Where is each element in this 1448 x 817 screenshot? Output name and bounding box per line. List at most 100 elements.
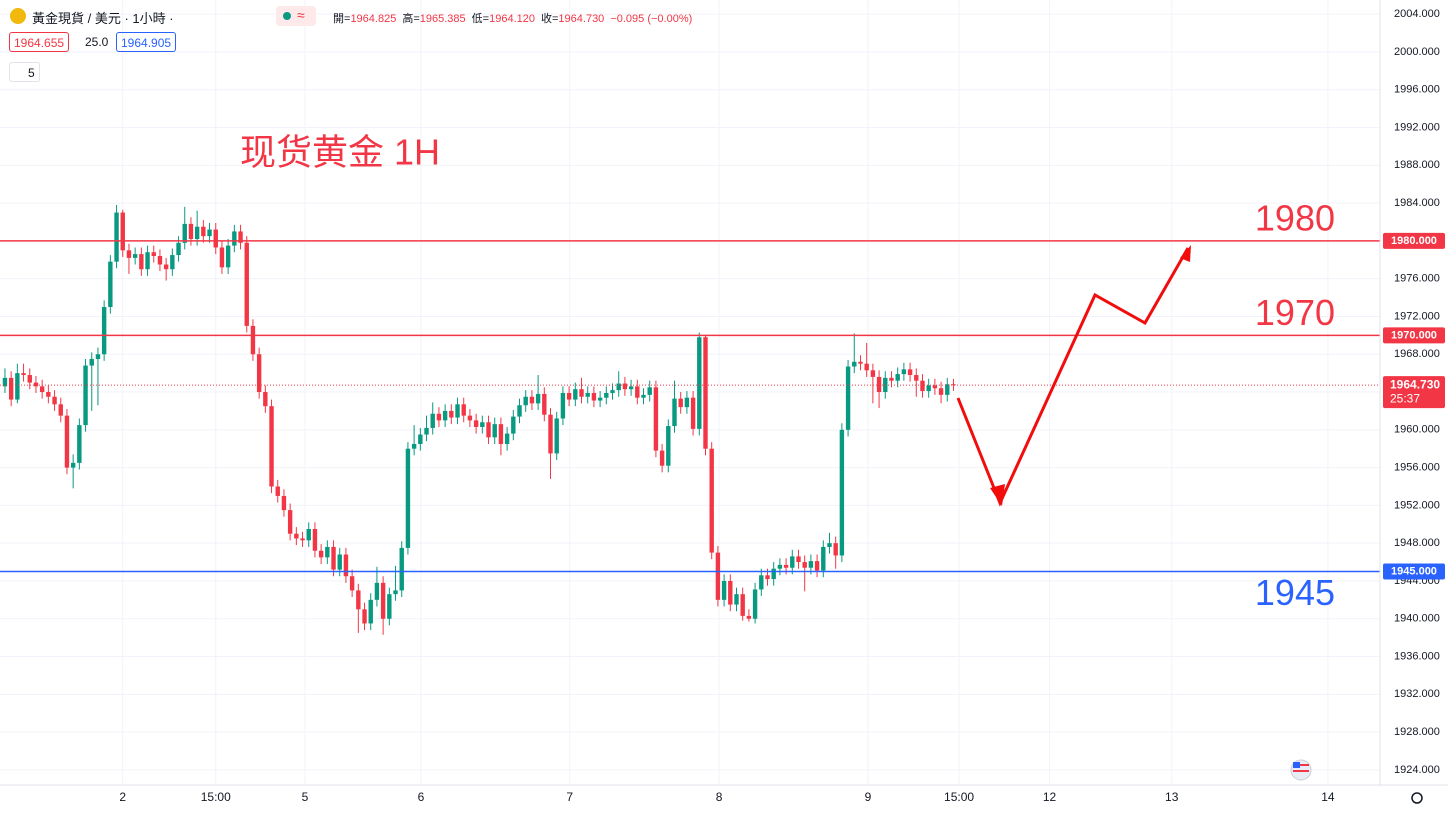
candle-body — [436, 413, 442, 421]
ohlc-value: 1964.825 — [350, 13, 397, 25]
candle-body — [486, 422, 491, 438]
candle-body — [337, 554, 342, 570]
candle-body — [325, 546, 330, 558]
candle-body — [312, 529, 318, 551]
candle-body — [641, 394, 646, 398]
candle-body — [926, 385, 931, 392]
candle-body — [411, 443, 417, 449]
x-tick-label: 2 — [119, 790, 126, 804]
candle-body — [275, 486, 280, 496]
candle-body — [145, 252, 150, 270]
x-tick-label: 12 — [1043, 790, 1057, 804]
status-badge[interactable]: ≈ — [276, 6, 316, 26]
x-tick-label: 7 — [566, 790, 573, 804]
candle-body — [802, 562, 807, 568]
candle-body — [821, 546, 826, 571]
y-tick-label: 1988.000 — [1394, 159, 1440, 171]
candle-body — [492, 424, 497, 438]
candle-body — [455, 404, 460, 418]
candle-body — [362, 609, 367, 624]
ohlc-key: 開= — [333, 13, 351, 25]
level-annotation: 1970 — [1255, 292, 1335, 333]
ohlc-key: 低= — [471, 13, 490, 25]
last-price-label: 1964.730 — [1390, 377, 1440, 391]
symbol-title[interactable]: 黃金現貨 / 美元 · 1小時 · — [32, 11, 174, 26]
candle-body — [269, 406, 274, 487]
x-tick-label: 6 — [418, 790, 425, 804]
candle-body — [734, 594, 739, 605]
candle-body — [294, 533, 299, 539]
candle-body — [839, 429, 845, 556]
y-tick-label: 1928.000 — [1394, 726, 1440, 738]
y-tick-label: 1992.000 — [1394, 121, 1440, 133]
candle-body — [225, 245, 231, 268]
candle-body — [740, 594, 745, 616]
candle-body — [728, 580, 733, 605]
candle-body — [21, 373, 26, 376]
candle-body — [418, 434, 423, 444]
y-tick-label: 1956.000 — [1394, 462, 1440, 474]
candle-body — [238, 231, 243, 243]
candle-body — [126, 250, 132, 258]
ohlc-key: 高= — [402, 13, 420, 25]
level-annotation: 1945 — [1255, 572, 1335, 613]
candle-body — [2, 377, 8, 387]
candle-body — [777, 564, 783, 569]
candle-body — [876, 376, 882, 393]
candle-body — [610, 390, 615, 393]
x-tick-label: 15:00 — [944, 790, 974, 804]
candle-body — [250, 325, 256, 355]
ohlc-value: 1964.120 — [489, 13, 535, 25]
candle-body — [368, 599, 373, 624]
candle-body — [604, 392, 609, 398]
candle-body — [759, 575, 764, 590]
candle-body — [480, 422, 485, 427]
candle-body — [467, 415, 473, 421]
candle-body — [889, 377, 894, 381]
candle-body — [393, 590, 398, 595]
candle-body — [542, 393, 547, 415]
candle-body — [380, 582, 386, 619]
candle-body — [721, 580, 727, 600]
level-tag — [1383, 327, 1445, 344]
candle-body — [783, 564, 789, 568]
candle-body — [213, 229, 218, 248]
arrowhead — [990, 484, 1005, 506]
candle-body — [709, 448, 714, 553]
candle-body — [591, 392, 597, 401]
candle-body — [585, 392, 590, 397]
candle-body — [653, 387, 659, 451]
candle-body — [554, 418, 559, 454]
candle-body — [64, 415, 70, 468]
chart-title: 现货黄金 1H — [240, 132, 440, 173]
settings-icon[interactable] — [1411, 792, 1423, 804]
candle-body — [232, 231, 237, 246]
candle-body — [690, 397, 696, 429]
candle-body — [77, 425, 82, 463]
ohlc-change: −0.095 (−0.00%) — [610, 13, 693, 25]
candle-body — [535, 393, 541, 404]
countdown: 25:37 — [1390, 391, 1420, 405]
candle-body — [715, 552, 721, 600]
candle-body — [647, 387, 652, 395]
y-tick-label: 1948.000 — [1394, 537, 1440, 549]
last-price-tag — [1383, 376, 1445, 409]
candle-body — [951, 384, 956, 386]
x-tick-label: 8 — [716, 790, 723, 804]
candle-body — [945, 384, 950, 395]
candle-body — [895, 374, 900, 381]
candle-body — [176, 242, 181, 256]
candle-body — [814, 561, 820, 571]
candle-body — [83, 365, 88, 426]
candle-body — [132, 254, 138, 258]
candle-body — [318, 550, 324, 558]
candle-body — [579, 389, 584, 397]
candle-body — [932, 385, 938, 389]
bid-price[interactable]: 1964.655 — [9, 32, 70, 52]
arrowhead — [1180, 245, 1191, 262]
candle-body — [442, 410, 448, 421]
indicator-toggle[interactable]: 5 — [9, 62, 40, 82]
ask-price[interactable]: 1964.905 — [116, 32, 177, 52]
candle-body — [405, 448, 411, 548]
